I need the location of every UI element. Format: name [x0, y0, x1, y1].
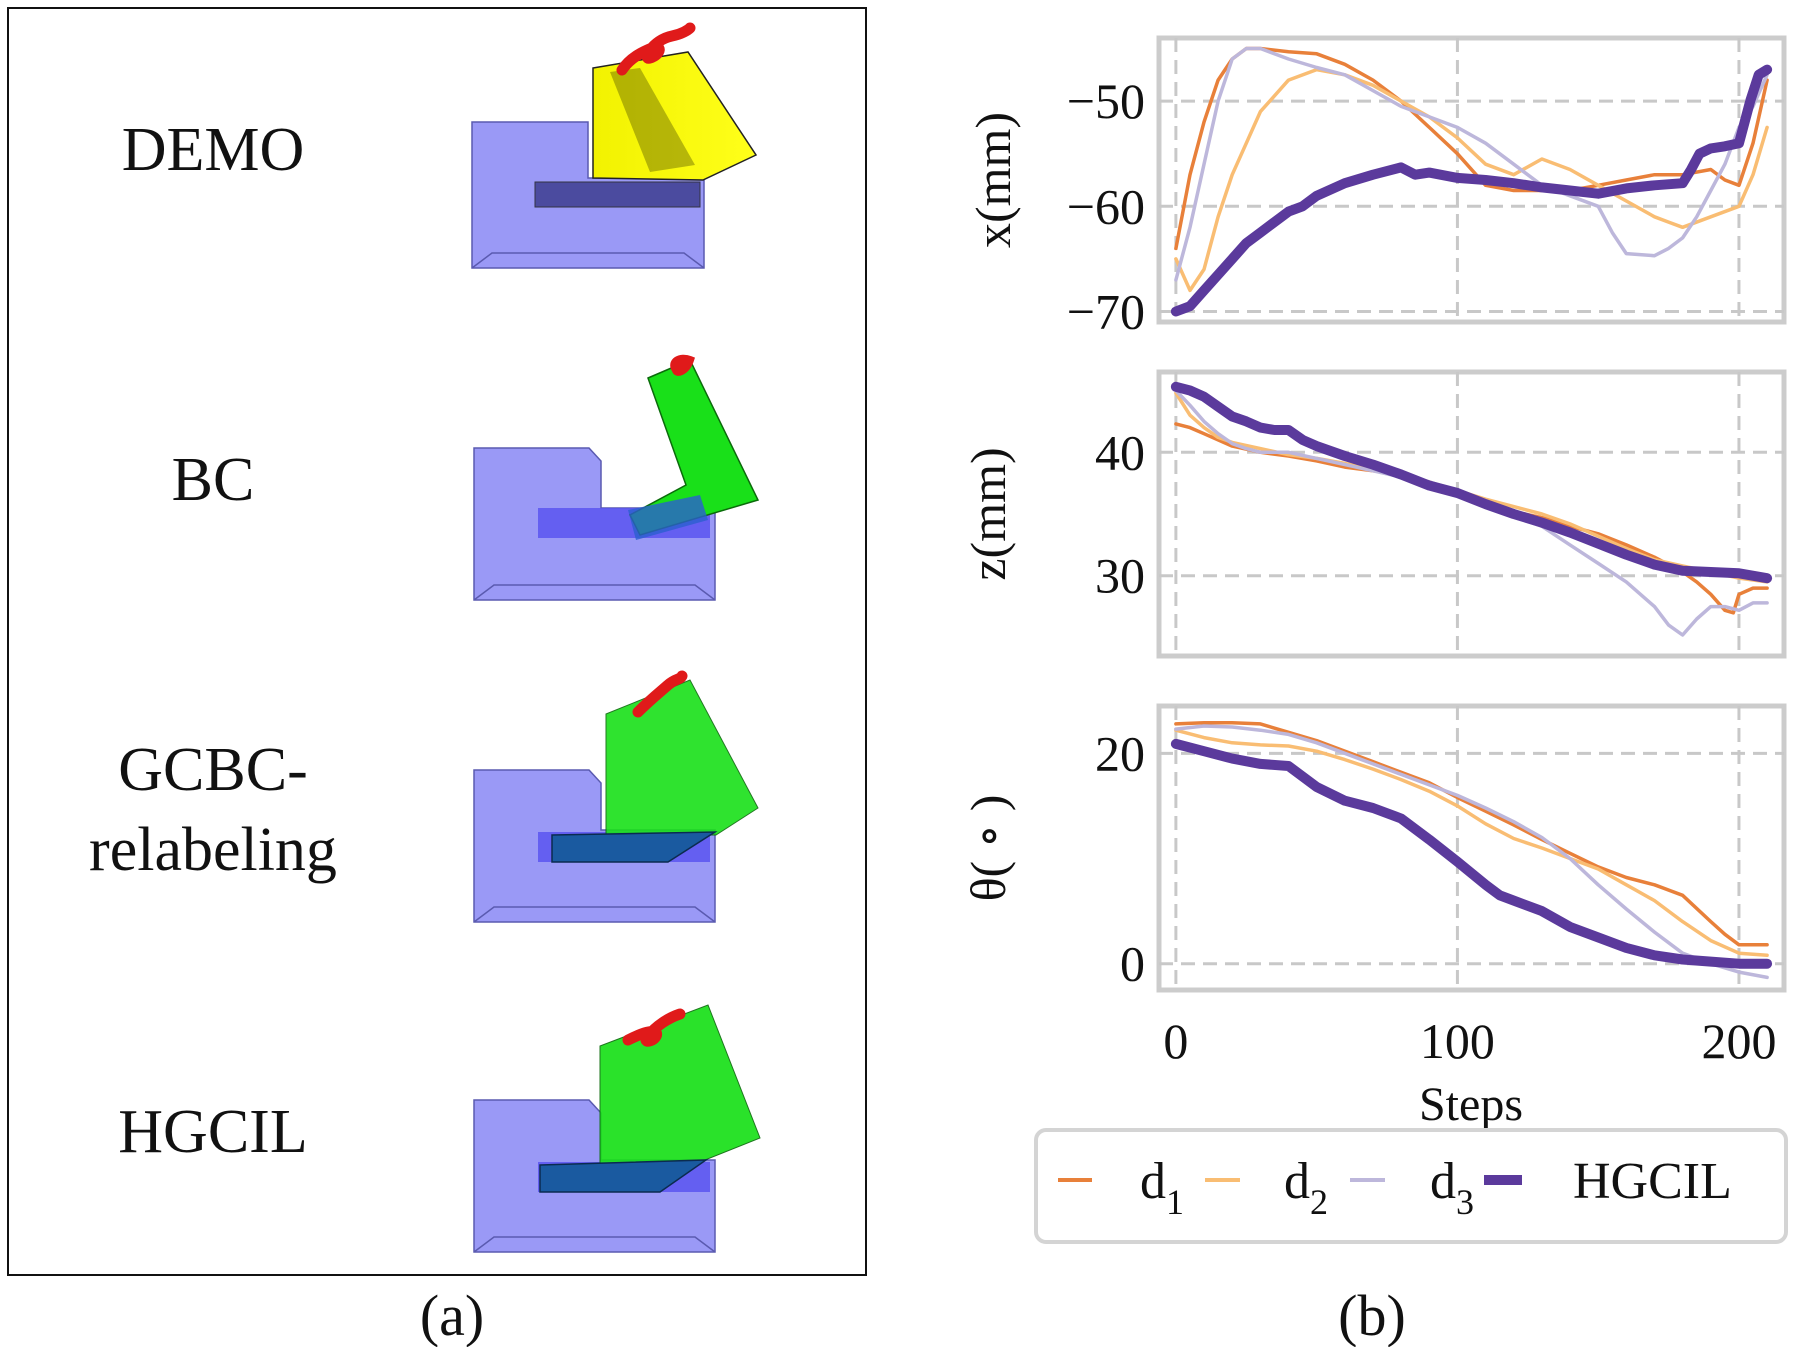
- row-label-bc: BC: [172, 446, 255, 514]
- legend-item-d2: d2: [1205, 1153, 1328, 1222]
- legend-item-hgcil: HGCIL: [1484, 1153, 1732, 1210]
- fixture-base-line: [473, 584, 716, 601]
- panel-a: DEMO BC GCBC- relabeling HGCIL: [7, 7, 867, 1347]
- y-tick-label: 0: [1120, 936, 1145, 992]
- series-line-d1: [1174, 721, 1769, 947]
- fixture-base-line: [471, 252, 705, 269]
- x-ticks: 0 100 200: [1163, 1013, 1776, 1069]
- y-ticks: 30 40: [1095, 424, 1145, 603]
- fixture-base-line: [473, 1236, 716, 1253]
- legend-box: [1034, 1128, 1788, 1244]
- plot-frame: [1156, 703, 1787, 993]
- x-tick-label: 0: [1163, 1013, 1188, 1069]
- red-path: [632, 670, 688, 718]
- series-lines: [1170, 381, 1773, 637]
- series-line-d3: [1174, 46, 1769, 282]
- legend-label-d1: d1: [1140, 1153, 1184, 1222]
- series-line-hgcil: [1170, 64, 1773, 317]
- series-lines: [1170, 46, 1773, 317]
- row-label-gcbc-line1: GCBC-: [118, 736, 307, 804]
- x-tick-label: 200: [1701, 1013, 1776, 1069]
- legend-item-d1: d1: [1058, 1153, 1184, 1222]
- row-label-hgcil: HGCIL: [118, 1098, 307, 1166]
- y-axis-label: x(mm): [965, 112, 1021, 248]
- y-axis-label: θ( ∘ ): [960, 795, 1016, 902]
- subplot-x: −70 −60 −50 x(mm): [965, 35, 1787, 339]
- y-tick-label: −50: [1067, 73, 1145, 129]
- y-axis-label: z(mm): [960, 447, 1016, 580]
- red-path: [670, 354, 695, 376]
- series-line-hgcil: [1170, 738, 1773, 969]
- series-line-d3: [1174, 724, 1769, 980]
- plot-frame: [1156, 35, 1787, 325]
- legend-label-d3: d3: [1430, 1153, 1474, 1222]
- peg-slot: [534, 181, 701, 208]
- fixture-base-line: [473, 906, 716, 923]
- scene-demo: [471, 22, 758, 269]
- peg-final: [539, 1159, 709, 1193]
- y-tick-label: −60: [1067, 178, 1145, 234]
- caption-a: (a): [420, 1283, 484, 1347]
- y-tick-label: 30: [1095, 548, 1145, 604]
- trajectory-sweep: [599, 1004, 761, 1165]
- y-ticks: −70 −60 −50: [1067, 73, 1145, 339]
- y-tick-label: 40: [1095, 424, 1145, 480]
- series-lines: [1170, 721, 1773, 980]
- legend-item-d3: d3: [1350, 1153, 1474, 1222]
- plot-frame: [1156, 369, 1787, 659]
- subplot-theta: 0 20 0 100 200 θ( ∘ ) Steps: [960, 703, 1787, 1131]
- series-line-d2: [1174, 67, 1769, 293]
- peg-final: [551, 831, 718, 863]
- series-line-hgcil: [1170, 381, 1773, 584]
- y-tick-label: −70: [1067, 283, 1145, 339]
- red-path: [616, 22, 696, 76]
- scene-bc: [473, 354, 760, 601]
- series-line-d1: [1174, 46, 1769, 251]
- scene-gcbc: [473, 670, 759, 923]
- series-line-d2: [1174, 391, 1769, 584]
- y-ticks: 0 20: [1095, 725, 1145, 991]
- grid: [1159, 372, 1784, 656]
- green-peg-base: [628, 495, 708, 540]
- red-path: [622, 1008, 686, 1047]
- row-label-gcbc-line2: relabeling: [89, 816, 337, 884]
- panel-b: −70 −60 −50 x(mm) 30 40 z(mm) 0 20 0 100 200 θ…: [960, 35, 1788, 1347]
- legend-label-d2: d2: [1284, 1153, 1328, 1222]
- trajectory-shadow: [610, 68, 695, 172]
- scene-hgcil: [473, 1004, 761, 1253]
- row-label-demo: DEMO: [122, 116, 305, 184]
- trajectory-sweep: [592, 51, 758, 181]
- grid: [1159, 706, 1784, 990]
- caption-b: (b): [1338, 1283, 1406, 1347]
- legend: d1 d2 d3 HGCIL: [1034, 1128, 1788, 1244]
- subplot-z: 30 40 z(mm): [960, 369, 1787, 659]
- series-line-d2: [1174, 728, 1769, 958]
- x-axis-label: Steps: [1419, 1078, 1523, 1131]
- y-tick-label: 20: [1095, 725, 1145, 781]
- x-tick-label: 100: [1420, 1013, 1495, 1069]
- legend-label-hgcil: HGCIL: [1573, 1153, 1732, 1210]
